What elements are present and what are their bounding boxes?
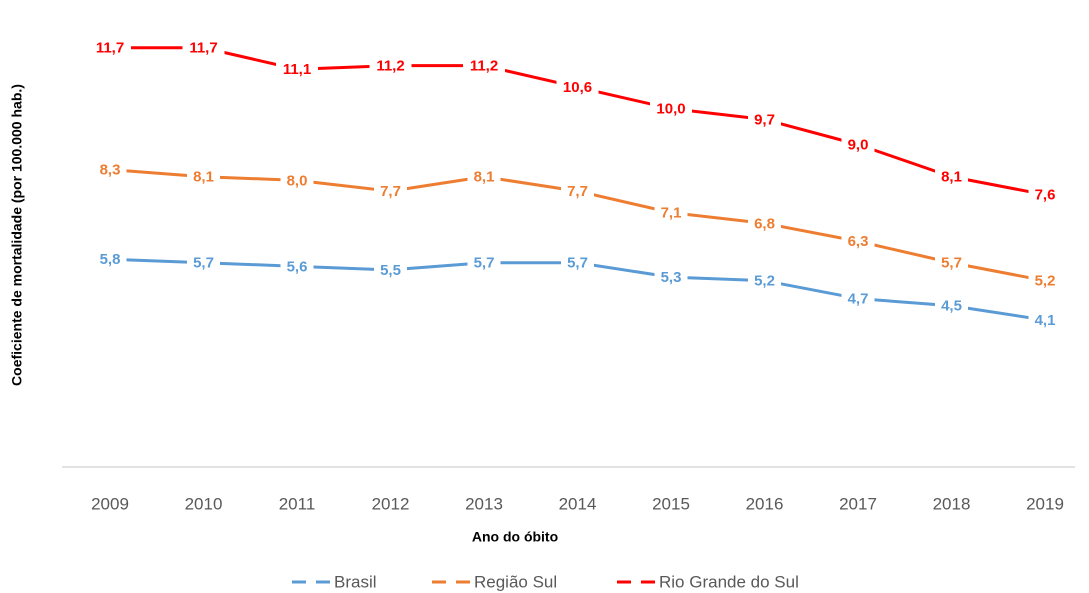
label-bg [89,37,131,58]
x-tick-label: 2017 [839,494,877,513]
x-tick-label: 2015 [652,494,690,513]
data-label: 4,7 [848,291,869,308]
data-label: 9,0 [848,136,869,153]
data-label: 8,1 [474,169,495,186]
data-label: 5,5 [380,262,401,279]
label-bg [374,259,407,280]
data-label: 5,7 [193,255,214,272]
data-label: 7,7 [567,183,588,200]
x-tick-label: 2009 [91,494,129,513]
label-bg [841,231,875,252]
label-bg [650,98,692,119]
label-bg [654,202,688,223]
label-bg [654,267,688,288]
data-label: 8,1 [941,169,962,186]
data-label: 11,7 [189,40,217,57]
label-bg [748,109,781,130]
x-tick-label: 2019 [1026,494,1064,513]
label-bg [841,288,875,309]
data-label: 5,7 [567,255,588,272]
label-bg [561,252,594,273]
label-bg [369,55,412,76]
label-bg [187,252,220,273]
data-label: 5,7 [941,255,962,272]
data-label: 5,3 [661,269,682,286]
data-label: 8,1 [193,169,214,186]
label-bg [1028,310,1062,331]
data-label: 11,2 [376,58,404,75]
label-bg [182,37,225,58]
label-bg [93,159,127,180]
x-tick-label: 2016 [746,494,784,513]
x-tick-label: 2013 [465,494,503,513]
label-bg [187,166,220,187]
label-bg [1028,184,1062,205]
data-label: 5,6 [287,258,308,275]
legend-label: Rio Grande do Sul [659,572,799,591]
data-label: 7,6 [1035,187,1056,204]
data-label: 5,2 [754,273,775,290]
x-tick-label: 2014 [559,494,597,513]
data-label: 4,1 [1035,312,1056,329]
legend-label: Brasil [334,572,377,591]
x-tick-label: 2011 [279,494,316,513]
label-bg [280,170,314,191]
data-label: 6,8 [754,215,775,232]
label-bg [467,252,501,273]
label-bg [374,181,407,202]
label-bg [93,249,127,270]
data-label: 5,8 [100,251,121,268]
y-axis-title: Coeficiente de mortalidade (por 100.000 … [9,84,25,386]
x-axis-title: Ano do óbito [472,529,558,545]
label-bg [841,134,875,155]
label-bg [276,59,318,80]
data-label: 5,2 [1035,273,1056,290]
data-label: 4,5 [941,298,962,315]
data-label: 9,7 [754,111,775,128]
label-bg [463,55,505,76]
label-bg [1028,270,1062,291]
data-label: 8,3 [100,162,121,179]
x-tick-label: 2012 [372,494,410,513]
label-bg [935,166,968,187]
data-label: 10,0 [656,101,685,118]
label-bg [935,252,968,273]
data-label: 6,3 [848,233,869,250]
label-bg [556,77,599,98]
label-bg [748,270,781,291]
data-label: 5,7 [474,255,495,272]
x-tick-label: 2018 [933,494,971,513]
label-bg [748,213,781,234]
label-bg [935,295,968,316]
data-label: 8,0 [287,172,308,189]
data-label: 7,7 [380,183,401,200]
data-label: 11,7 [96,40,124,57]
data-label: 10,6 [563,79,592,96]
data-label: 7,1 [661,205,682,222]
series-line [110,46,1046,197]
label-bg [280,256,314,277]
data-label: 11,1 [283,61,311,78]
label-bg [467,166,501,187]
legend-label: Região Sul [474,572,557,591]
x-tick-label: 2010 [185,494,223,513]
label-bg [561,181,594,202]
data-label: 11,2 [470,58,498,75]
